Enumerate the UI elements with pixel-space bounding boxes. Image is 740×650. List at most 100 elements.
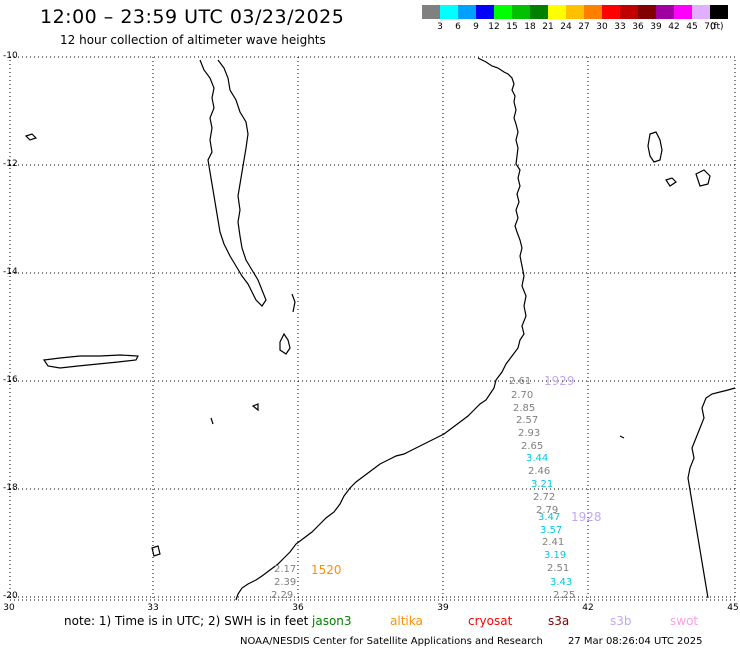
longitude-label: 30	[3, 603, 15, 613]
latitude-label: -20	[3, 591, 18, 601]
river-mark-2	[619, 435, 625, 439]
latitude-label: -10	[3, 51, 18, 61]
wave-height-value: 2.72	[533, 492, 556, 503]
latitude-label: -16	[3, 375, 18, 385]
longitude-label: 36	[292, 603, 304, 613]
wave-height-value: 3.43	[550, 577, 573, 588]
lat-lon-grid	[10, 56, 735, 600]
wave-height-value: 2.70	[511, 390, 534, 401]
wave-height-value: 2.17	[274, 564, 297, 575]
mainland-coastline	[235, 57, 527, 601]
grande-comore	[647, 131, 663, 163]
pass-time-label: 1520	[311, 563, 342, 577]
wave-height-value: 3.47	[538, 512, 561, 523]
legend-label: 27	[578, 22, 590, 32]
coastline	[24, 57, 736, 601]
legend-label: 30	[596, 22, 608, 32]
wave-height-value: 2.79	[536, 505, 559, 516]
small-lake-3	[151, 545, 161, 557]
legend-label: 45	[686, 22, 698, 32]
legend-label: 3	[437, 22, 443, 32]
legend-swatch	[566, 5, 584, 19]
pass-time-label: 1928	[571, 510, 602, 524]
longitude-label: 45	[727, 603, 739, 613]
madagascar-coastline	[687, 387, 736, 599]
footer-source: NOAA/NESDIS Center for Satellite Applica…	[240, 636, 543, 647]
legend-swatch	[602, 5, 620, 19]
lake-malawi-shore	[199, 59, 267, 307]
wave-height-value: 3.44	[526, 453, 549, 464]
lake-shore-west	[42, 354, 139, 369]
longitude-label: 42	[582, 603, 594, 613]
wave-height-value: 3.19	[544, 550, 567, 561]
river-mark-1	[291, 293, 296, 313]
legend-label: 12	[488, 22, 500, 32]
legend-swatch	[638, 5, 656, 19]
note-text: note: 1) Time is in UTC; 2) SWH is in fe…	[64, 614, 309, 628]
legend-swatch	[710, 5, 728, 19]
legend-label: 42	[668, 22, 680, 32]
legend-swatch	[530, 5, 548, 19]
satellite-legend-item: s3b	[610, 614, 632, 628]
satellite-legend-item: jason3	[312, 614, 352, 628]
wave-height-value: 3.21	[531, 479, 554, 490]
small-lake-2	[251, 403, 259, 412]
legend-swatch	[620, 5, 638, 19]
legend-label: 33	[614, 22, 626, 32]
legend-swatch	[584, 5, 602, 19]
satellite-legend-item: cryosat	[468, 614, 513, 628]
longitude-label: 39	[437, 603, 449, 613]
legend-swatch	[476, 5, 494, 19]
wave-height-value: 2.39	[274, 577, 297, 588]
wave-height-value: 2.57	[516, 415, 539, 426]
legend-swatch	[512, 5, 530, 19]
wave-height-value: 2.61	[509, 376, 532, 387]
legend-label: 39	[650, 22, 662, 32]
latitude-label: -12	[3, 159, 18, 169]
wave-height-value: 2.93	[518, 428, 541, 439]
color-legend-bar	[422, 5, 728, 19]
lake-chilwa	[279, 332, 291, 355]
legend-label: 70	[704, 22, 716, 32]
legend-swatch	[422, 5, 440, 19]
river-mark-3	[210, 417, 214, 425]
legend-label: 36	[632, 22, 644, 32]
wave-height-value: 2.25	[553, 590, 576, 601]
legend-swatch	[674, 5, 692, 19]
legend-swatch	[656, 5, 674, 19]
legend-label: 6	[455, 22, 461, 32]
satellite-legend-item: s3a	[548, 614, 570, 628]
wave-height-value: 2.65	[521, 441, 544, 452]
anjouan	[695, 169, 711, 187]
page-subtitle: 12 hour collection of altimeter wave hei…	[60, 33, 326, 47]
legend-swatch	[494, 5, 512, 19]
legend-label: 18	[524, 22, 536, 32]
legend-swatch	[458, 5, 476, 19]
footer-timestamp: 27 Mar 08:26:04 UTC 2025	[568, 636, 703, 647]
wave-height-value: 2.85	[513, 403, 536, 414]
legend-swatch	[548, 5, 566, 19]
legend-label: 9	[473, 22, 479, 32]
page-title: 12:00 – 23:59 UTC 03/23/2025	[40, 6, 345, 28]
wave-height-value: 2.41	[542, 537, 565, 548]
satellite-legend-item: swot	[670, 614, 699, 628]
small-lake-1	[24, 133, 38, 141]
map-frame	[9, 56, 736, 601]
latitude-label: -14	[3, 267, 18, 277]
wave-height-value: 2.46	[528, 466, 551, 477]
moheli	[665, 177, 677, 187]
wave-height-value: 2.29	[271, 590, 294, 601]
wave-height-value: 3.57	[540, 525, 563, 536]
satellite-legend-item: altika	[390, 614, 423, 628]
longitude-label: 33	[147, 603, 159, 613]
legend-label: 15	[506, 22, 518, 32]
legend-label: 21	[542, 22, 554, 32]
legend-swatch	[692, 5, 710, 19]
legend-label: 24	[560, 22, 572, 32]
wave-height-value: 2.51	[547, 563, 570, 574]
latitude-label: -18	[3, 483, 18, 493]
pass-time-label: 1929	[544, 374, 575, 388]
legend-unit: (ft)	[710, 22, 724, 32]
legend-swatch	[440, 5, 458, 19]
